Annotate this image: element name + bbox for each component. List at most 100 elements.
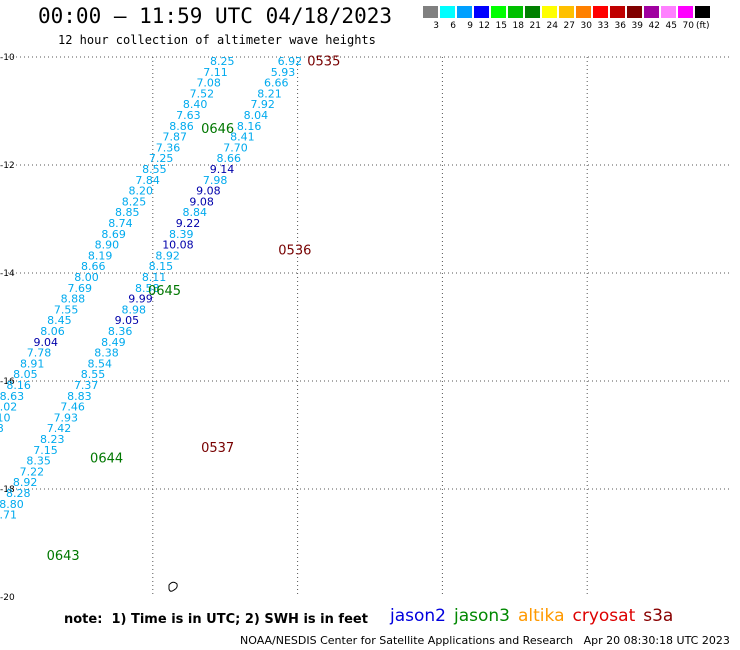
pass-time-label: 0536 <box>278 244 311 259</box>
color-scale-cell <box>473 5 490 19</box>
wave-height-value: 7.78 <box>27 347 52 360</box>
color-scale-cell <box>694 5 711 19</box>
wave-height-value: 7.22 <box>20 465 45 478</box>
wave-height-value: 7.92 <box>250 98 275 111</box>
island-outline <box>168 581 178 592</box>
wave-height-value: 8.19 <box>88 249 113 262</box>
pass-time-label: 0643 <box>47 549 80 564</box>
wave-height-value: 8.55 <box>81 368 106 381</box>
pass-time-label: 0535 <box>307 55 340 70</box>
color-scale-cell <box>609 5 626 19</box>
color-scale-label: 3 <box>433 21 439 31</box>
wave-height-value: 9.14 <box>210 163 235 176</box>
color-scale-cell <box>422 5 439 19</box>
wave-height-value: 8.20 <box>129 185 154 198</box>
wave-height-value: 7.46 <box>60 401 85 414</box>
color-scale-label: 6 <box>450 21 456 31</box>
wave-height-value: 8.63 <box>0 390 24 403</box>
color-scale-cell <box>558 5 575 19</box>
color-scale-cell <box>524 5 541 19</box>
wave-height-value: 8.84 <box>183 206 208 219</box>
wave-height-value: 8.40 <box>183 98 208 111</box>
color-scale-cell <box>439 5 456 19</box>
color-scale-label: 9 <box>467 21 473 31</box>
wave-height-value: 8.25 <box>122 195 147 208</box>
wave-height-value: 8.16 <box>237 120 262 133</box>
latitude-tick-label: -12 <box>0 161 15 171</box>
pass-time-label: 0644 <box>90 452 123 467</box>
wave-height-value: 8.10 <box>0 411 10 424</box>
latitude-tick-label: -20 <box>0 593 15 603</box>
legend-jason2: jason2 <box>390 606 446 626</box>
wave-height-value: 8.16 <box>6 379 31 392</box>
legend-s3a: s3a <box>643 606 674 626</box>
wave-height-value: 8.66 <box>217 152 242 165</box>
wave-height-value: 7.63 <box>176 109 201 122</box>
wave-height-value: 8.38 <box>94 347 119 360</box>
color-scale-cell <box>575 5 592 19</box>
color-scale-label: 36 <box>614 21 626 31</box>
latitude-tick-label: -10 <box>0 53 15 63</box>
color-scale-cell <box>507 5 524 19</box>
color-scale-label: 27 <box>563 21 575 31</box>
wave-height-value: 8.86 <box>169 120 194 133</box>
color-scale-label: (ft) <box>696 21 710 31</box>
color-scale-label: 18 <box>512 21 524 31</box>
color-scale-label: 39 <box>631 21 643 31</box>
wave-height-value: 6.66 <box>264 77 289 90</box>
pass-time-label: 0537 <box>201 441 234 456</box>
legend-altika: altika <box>518 606 565 626</box>
color-scale-label: 33 <box>597 21 609 31</box>
wave-height-value: 8.85 <box>115 206 140 219</box>
color-scale-bar <box>422 5 711 19</box>
wave-height-value: 8.21 <box>257 87 282 100</box>
color-scale-label: 12 <box>478 21 490 31</box>
wave-height-value: 7.98 <box>203 174 228 187</box>
wave-height-value: 10.08 <box>162 239 194 252</box>
wave-height-value: 8.36 <box>108 325 132 338</box>
wave-height-value: 7.69 <box>67 282 92 295</box>
pass-time-label: 0646 <box>201 122 234 137</box>
wave-height-value: 8.45 <box>47 314 71 327</box>
wave-height-value: 8.00 <box>74 271 99 284</box>
wave-height-value: 8.28 <box>6 487 31 500</box>
color-scale-label: 45 <box>665 21 677 31</box>
wave-height-value: 8.11 <box>142 271 167 284</box>
wave-height-value: 8.83 <box>67 390 92 403</box>
legend-jason3: jason3 <box>454 606 510 626</box>
map-title: 00:00 – 11:59 UTC 04/18/2023 <box>38 4 393 28</box>
wave-height-value: 8.74 <box>108 217 133 230</box>
credit-line: NOAA/NESDIS Center for Satellite Applica… <box>240 634 730 647</box>
color-scale-cell <box>592 5 609 19</box>
altimeter-map: 606366697275-10-12-14-16-18-206.925.936.… <box>0 53 732 603</box>
color-scale-cell <box>541 5 558 19</box>
color-scale-cell <box>677 5 694 19</box>
wave-height-value: 8.49 <box>101 336 126 349</box>
wave-height-value: 8.35 <box>26 455 51 468</box>
wave-height-value: 7.25 <box>149 152 174 165</box>
latitude-tick-label: -14 <box>0 269 15 279</box>
wave-height-value: 8.80 <box>0 498 24 511</box>
wave-height-value: 8.55 <box>142 163 167 176</box>
wave-height-value: 8.92 <box>155 249 180 262</box>
color-scale-label: 15 <box>495 21 507 31</box>
wave-height-value: 8.05 <box>13 368 38 381</box>
wave-height-value: 8.66 <box>81 260 106 273</box>
satellite-legend: jason2 jason3 altika cryosat s3a <box>390 606 681 626</box>
wave-height-value: 7.42 <box>47 422 72 435</box>
units-note: note: 1) Time is in UTC; 2) SWH is in fe… <box>64 612 368 627</box>
wave-height-value: 7.36 <box>156 141 181 154</box>
wave-height-value: 7.71 <box>0 509 17 522</box>
map-subtitle: 12 hour collection of altimeter wave hei… <box>58 33 376 47</box>
wave-height-value: 9.08 <box>196 185 221 198</box>
wave-height-value: 7.87 <box>163 131 188 144</box>
wave-height-value: 8.98 <box>121 303 146 316</box>
wave-height-value: 8.06 <box>40 325 65 338</box>
wave-height-value: 8.39 <box>169 228 194 241</box>
color-scale-label: 30 <box>580 21 592 31</box>
color-scale-cell <box>626 5 643 19</box>
wave-height-value: 8.04 <box>244 109 269 122</box>
wave-height-value: 8.58 <box>135 282 160 295</box>
wave-height-value: 8.90 <box>95 239 120 252</box>
wave-height-value: 9.99 <box>128 293 153 306</box>
